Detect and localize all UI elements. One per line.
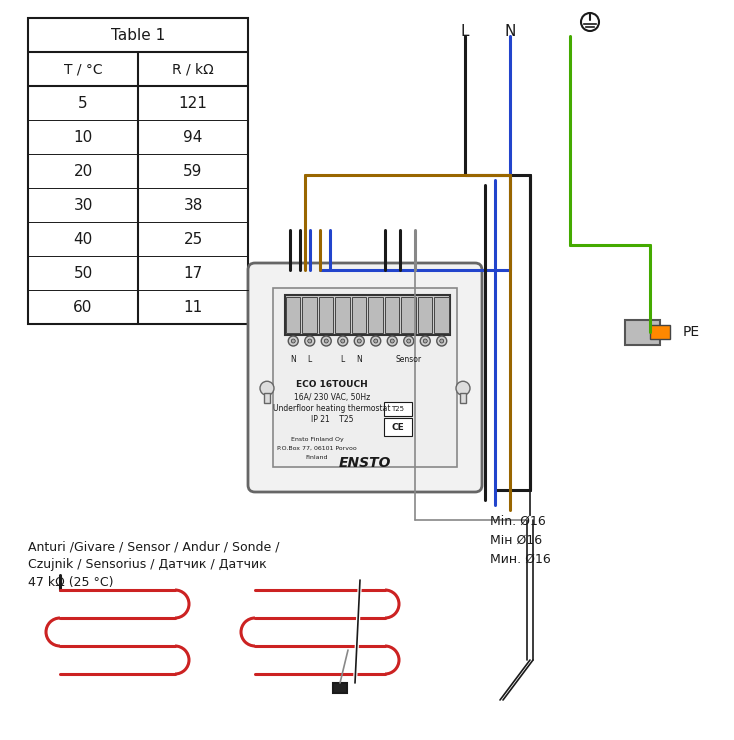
Text: L: L <box>341 355 345 364</box>
Text: 121: 121 <box>178 95 208 110</box>
Text: T25: T25 <box>391 406 404 412</box>
Bar <box>302 297 317 333</box>
Circle shape <box>374 339 378 343</box>
Text: 59: 59 <box>184 164 203 178</box>
Text: 17: 17 <box>184 266 203 280</box>
Bar <box>352 297 366 333</box>
Bar <box>28 18 248 324</box>
Text: P.O.Box 77, 06101 Porvoo: P.O.Box 77, 06101 Porvoo <box>277 446 357 451</box>
Text: 30: 30 <box>73 198 92 212</box>
Text: N: N <box>291 355 296 364</box>
Circle shape <box>456 381 470 395</box>
Bar <box>435 297 449 333</box>
Circle shape <box>338 336 348 346</box>
Circle shape <box>424 339 427 343</box>
Text: Sensor: Sensor <box>396 355 422 364</box>
Text: Anturi /Givare / Sensor / Andur / Sonde /
Czujnik / Sensorius / Датчик / Датчик
: Anturi /Givare / Sensor / Andur / Sonde … <box>28 540 280 589</box>
Text: N: N <box>357 355 362 364</box>
Bar <box>285 295 450 335</box>
Text: 25: 25 <box>184 232 203 246</box>
Text: 60: 60 <box>73 300 92 314</box>
Text: Min. Ø16
Mін Ø16
Мин. Ø16: Min. Ø16 Mін Ø16 Мин. Ø16 <box>490 515 550 566</box>
Text: 50: 50 <box>73 266 92 280</box>
Circle shape <box>324 339 328 343</box>
Circle shape <box>305 336 315 346</box>
Bar <box>384 402 412 416</box>
Bar <box>333 683 347 693</box>
Text: 16A/ 230 VAC, 50Hz: 16A/ 230 VAC, 50Hz <box>294 393 370 402</box>
Circle shape <box>308 339 312 343</box>
Text: L: L <box>308 355 312 364</box>
Text: N: N <box>504 24 516 39</box>
Text: T / °C: T / °C <box>64 62 102 76</box>
Circle shape <box>581 13 599 31</box>
Circle shape <box>260 381 274 395</box>
Bar <box>460 393 466 403</box>
Text: PE: PE <box>683 325 700 339</box>
Bar <box>286 297 300 333</box>
Text: Finland: Finland <box>306 455 328 460</box>
Text: 10: 10 <box>73 130 92 144</box>
Bar <box>319 297 333 333</box>
Circle shape <box>421 336 430 346</box>
Circle shape <box>321 336 331 346</box>
Bar <box>401 297 416 333</box>
Text: ENSTO: ENSTO <box>339 456 391 470</box>
Circle shape <box>440 339 444 343</box>
Bar <box>625 320 660 345</box>
FancyBboxPatch shape <box>248 263 482 492</box>
Text: 20: 20 <box>73 164 92 178</box>
Circle shape <box>407 339 411 343</box>
Circle shape <box>355 336 364 346</box>
Bar <box>273 288 457 467</box>
Bar <box>418 297 432 333</box>
Circle shape <box>291 339 295 343</box>
Bar <box>384 418 412 436</box>
Text: Underfloor heating thermostat: Underfloor heating thermostat <box>273 404 390 413</box>
Text: CE: CE <box>392 423 404 431</box>
Text: R / kΩ: R / kΩ <box>172 62 214 76</box>
Text: Table 1: Table 1 <box>111 27 165 42</box>
Bar <box>385 297 399 333</box>
Bar <box>368 297 383 333</box>
Bar <box>650 325 670 339</box>
Text: 11: 11 <box>184 300 203 314</box>
Circle shape <box>388 336 397 346</box>
Text: 94: 94 <box>184 130 203 144</box>
Circle shape <box>404 336 414 346</box>
Text: ECO 16TOUCH: ECO 16TOUCH <box>296 380 368 389</box>
Bar <box>335 297 350 333</box>
Text: 40: 40 <box>73 232 92 246</box>
Bar <box>264 393 270 403</box>
Text: 5: 5 <box>79 95 88 110</box>
Text: L: L <box>461 24 469 39</box>
Text: Ensto Finland Oy: Ensto Finland Oy <box>291 437 344 442</box>
Circle shape <box>341 339 345 343</box>
Text: IP 21    T25: IP 21 T25 <box>310 415 353 424</box>
Circle shape <box>371 336 381 346</box>
Text: 38: 38 <box>184 198 203 212</box>
Circle shape <box>288 336 298 346</box>
Circle shape <box>390 339 394 343</box>
Circle shape <box>437 336 447 346</box>
Circle shape <box>357 339 361 343</box>
